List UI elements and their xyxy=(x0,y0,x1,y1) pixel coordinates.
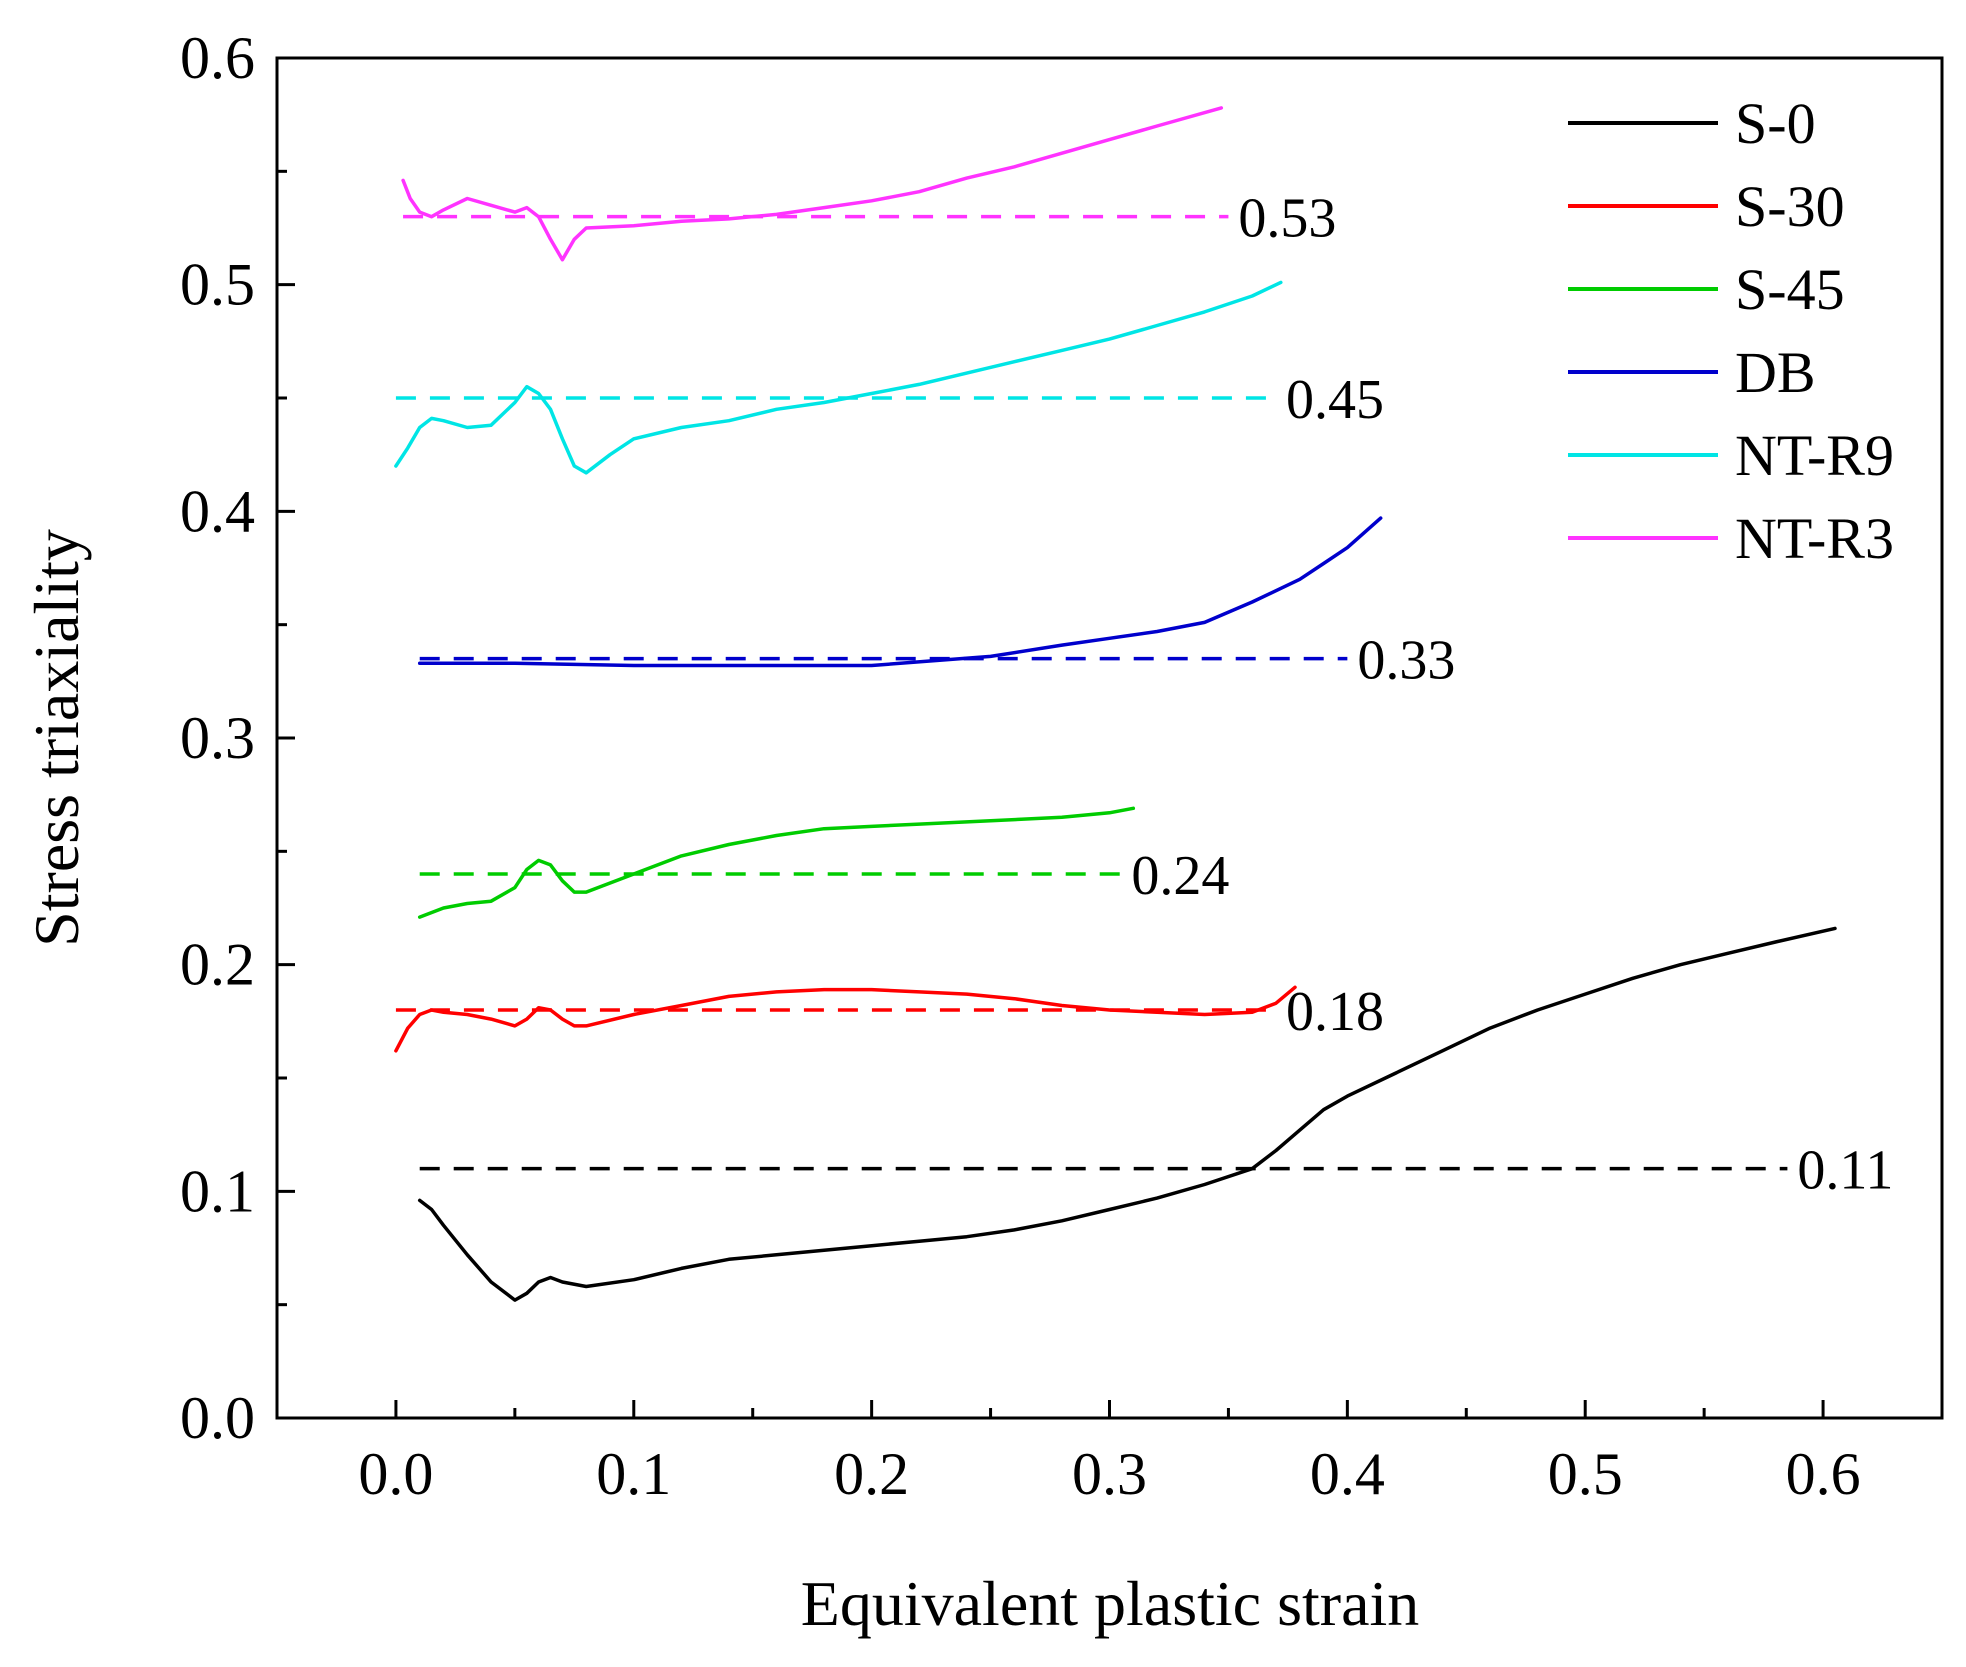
x-tick-label-3: 0.3 xyxy=(1072,1441,1147,1507)
x-tick-label-2: 0.2 xyxy=(834,1441,909,1507)
legend-label-S-30: S-30 xyxy=(1735,174,1845,239)
x-tick-label-1: 0.1 xyxy=(596,1441,671,1507)
series-line-S-45 xyxy=(417,806,1136,919)
legend-label-NT-R3: NT-R3 xyxy=(1735,506,1894,571)
y-tick-label-5: 0.5 xyxy=(180,252,255,318)
legend: S-0 S-30 S-45 DB NT-R9 NT-R3 xyxy=(1568,91,1894,571)
y-axis-title: Stress triaxiality xyxy=(21,529,92,947)
y-tick-label-0: 0.0 xyxy=(180,1385,255,1451)
reference-label-S-0: 0.11 xyxy=(1797,1140,1893,1202)
legend-label-S-45: S-45 xyxy=(1735,257,1845,322)
x-tick-label-0: 0.0 xyxy=(358,1441,433,1507)
axis-ticks xyxy=(275,56,1825,1420)
legend-label-DB: DB xyxy=(1735,340,1816,405)
series-line-DB xyxy=(417,516,1383,668)
x-tick-label-4: 0.4 xyxy=(1310,1441,1385,1507)
y-tick-label-6: 0.6 xyxy=(180,25,255,91)
reference-lines: 0.11 0.18 0.24 0.33 0.45 0.53 xyxy=(395,188,1893,1202)
series-line-S-0 xyxy=(417,926,1837,1302)
reference-label-NT-R9: 0.45 xyxy=(1286,369,1384,431)
y-tick-label-3: 0.3 xyxy=(180,705,255,771)
tick-labels: 0.0 0.1 0.2 0.3 0.4 0.5 0.6 0.0 0.1 0.2 0.3 0.4 0.5 0… xyxy=(180,25,1861,1507)
reference-label-NT-R3: 0.53 xyxy=(1238,188,1336,250)
y-tick-label-1: 0.1 xyxy=(180,1158,255,1224)
series-line-NT-R3 xyxy=(401,106,1224,262)
data-series xyxy=(394,106,1837,1302)
y-tick-label-2: 0.2 xyxy=(180,932,255,998)
x-tick-label-6: 0.6 xyxy=(1786,1441,1861,1507)
series-line-S-30 xyxy=(394,985,1297,1053)
reference-label-S-30: 0.18 xyxy=(1286,981,1384,1043)
x-axis-title: Equivalent plastic strain xyxy=(801,1568,1420,1639)
plot-frame xyxy=(275,56,1944,1420)
reference-label-DB: 0.33 xyxy=(1357,630,1455,692)
reference-label-S-45: 0.24 xyxy=(1131,845,1229,907)
legend-label-NT-R9: NT-R9 xyxy=(1735,423,1894,488)
legend-label-S-0: S-0 xyxy=(1735,91,1816,156)
series-line-NT-R9 xyxy=(394,280,1283,475)
x-tick-label-5: 0.5 xyxy=(1548,1441,1623,1507)
y-tick-label-4: 0.4 xyxy=(180,478,255,544)
